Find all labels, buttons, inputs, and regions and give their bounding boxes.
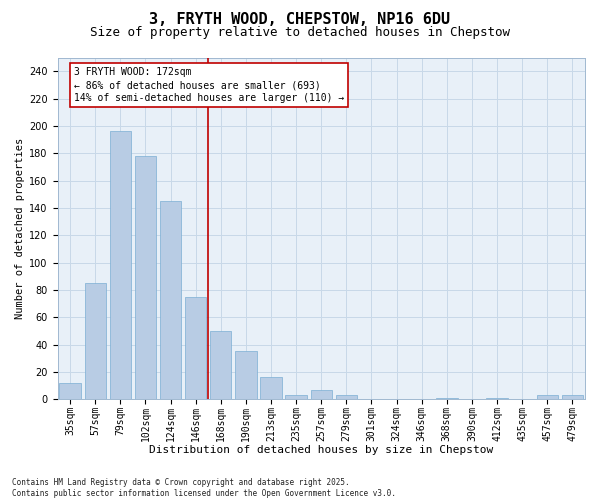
Bar <box>562 395 583 400</box>
Bar <box>436 398 458 400</box>
Bar <box>536 395 558 400</box>
Bar <box>110 132 131 400</box>
Bar <box>336 395 357 400</box>
Bar <box>286 395 307 400</box>
Bar <box>487 398 508 400</box>
Bar <box>185 297 206 400</box>
Text: 3 FRYTH WOOD: 172sqm
← 86% of detached houses are smaller (693)
14% of semi-deta: 3 FRYTH WOOD: 172sqm ← 86% of detached h… <box>74 67 344 104</box>
Text: 3, FRYTH WOOD, CHEPSTOW, NP16 6DU: 3, FRYTH WOOD, CHEPSTOW, NP16 6DU <box>149 12 451 28</box>
Bar <box>210 331 232 400</box>
Bar <box>160 201 181 400</box>
Text: Size of property relative to detached houses in Chepstow: Size of property relative to detached ho… <box>90 26 510 39</box>
Bar <box>135 156 156 400</box>
Bar <box>260 378 281 400</box>
X-axis label: Distribution of detached houses by size in Chepstow: Distribution of detached houses by size … <box>149 445 493 455</box>
Text: Contains HM Land Registry data © Crown copyright and database right 2025.
Contai: Contains HM Land Registry data © Crown c… <box>12 478 396 498</box>
Bar <box>311 390 332 400</box>
Bar <box>235 352 257 400</box>
Bar <box>59 383 81 400</box>
Bar <box>85 283 106 400</box>
Y-axis label: Number of detached properties: Number of detached properties <box>15 138 25 319</box>
